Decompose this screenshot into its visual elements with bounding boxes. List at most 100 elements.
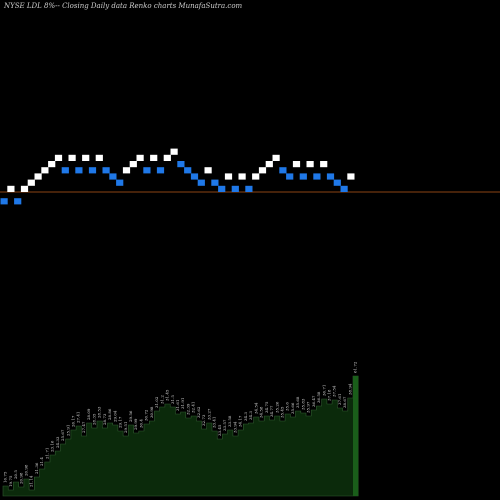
renko-brick	[326, 173, 335, 180]
renko-brick	[197, 179, 205, 186]
renko-brick	[136, 154, 144, 161]
renko-brick	[279, 167, 287, 174]
volume-label: 34.3	[243, 412, 248, 421]
volume-label: 35.66	[290, 402, 295, 414]
volume-label: 27.41	[76, 412, 81, 423]
volume-label: 35.6	[285, 402, 290, 411]
renko-brick	[347, 173, 355, 180]
volume-last-bar	[353, 376, 359, 496]
renko-brick	[204, 167, 212, 174]
renko-brick	[129, 161, 137, 168]
volume-label: 33.45	[217, 424, 222, 436]
volume-label: 33.94	[233, 421, 238, 433]
renko-brick	[102, 167, 110, 174]
volume-label: 31.5	[170, 395, 175, 404]
renko-brick	[333, 179, 341, 186]
renko-brick	[0, 198, 8, 205]
renko-brick	[14, 198, 22, 205]
volume-label: 27.47	[81, 421, 86, 433]
volume-label: 31.45	[165, 389, 170, 401]
renko-brick	[20, 185, 29, 192]
renko-brick	[177, 161, 185, 168]
volume-label: 34.58	[259, 406, 264, 418]
volume-area	[2, 375, 359, 497]
renko-brick	[7, 185, 15, 192]
renko-brick	[272, 154, 280, 161]
renko-brick	[75, 167, 83, 174]
volume-label: 30.98	[149, 406, 154, 418]
volume-label: 33.57	[222, 419, 227, 431]
volume-label: 29.17	[118, 416, 123, 428]
renko-brick	[150, 154, 158, 161]
renko-brick	[27, 179, 35, 186]
renko-brick	[156, 167, 165, 174]
volume-label: 20.98	[24, 464, 29, 476]
volume-label: 33.27	[206, 408, 211, 420]
renko-brick	[258, 167, 267, 174]
chart-header: NYSE LDL 8%-- Closing Daily data Renko c…	[3, 2, 243, 10]
volume-label: 36.58	[316, 391, 321, 403]
renko-brick	[286, 173, 294, 180]
renko-brick	[170, 148, 178, 155]
renko-brick	[41, 167, 49, 174]
volume-label: 29.99	[133, 418, 138, 430]
renko-bricks	[0, 148, 355, 205]
volume-label: 28.53	[97, 406, 102, 418]
volume-label: 34.17	[238, 415, 243, 427]
renko-brick	[184, 167, 192, 174]
volume-label: 25.91	[65, 425, 70, 436]
volume-label: 31.02	[154, 396, 159, 408]
renko-brick	[252, 173, 260, 180]
volume-label: 28.09	[86, 408, 91, 420]
volume-label: 29.51	[123, 422, 128, 433]
renko-brick	[313, 173, 321, 180]
renko-brick	[122, 167, 131, 174]
renko-brick	[143, 167, 151, 174]
volume-label: 38.67	[342, 396, 347, 408]
volume-label: 32.62	[196, 406, 201, 418]
volume-label: 31.61	[175, 400, 180, 411]
renko-brick	[292, 161, 301, 168]
volume-label: 33.58	[227, 415, 232, 427]
renko-brick	[231, 185, 239, 192]
renko-brick	[163, 154, 171, 161]
volume-label: 19.75	[8, 475, 13, 487]
volume-label: 35.68	[295, 396, 300, 408]
volume-label: 21.14	[29, 475, 34, 487]
volume-label: 26.17	[71, 415, 76, 427]
volume-label: 20.98	[18, 472, 23, 484]
renko-brick	[238, 173, 246, 180]
volume-label: 20.5	[13, 470, 18, 479]
volume-label: 29.04	[112, 410, 117, 422]
volume-label: 28.73	[102, 413, 107, 425]
volume-label: 25.67	[60, 429, 65, 441]
volume-label: 21.71	[44, 448, 49, 459]
volume-label: 28.35	[91, 413, 96, 425]
volume-label: 31.2	[159, 395, 164, 404]
volume-label: 29.56	[128, 410, 133, 422]
volume-label: 30.72	[144, 409, 149, 421]
renko-brick	[68, 154, 76, 161]
renko-brick	[88, 167, 97, 174]
volume-label: 37.54	[332, 385, 337, 397]
volume-label: 33.41	[212, 417, 217, 428]
volume-label: 34.3	[248, 411, 253, 420]
renko-brick	[116, 179, 124, 186]
renko-brick	[48, 161, 56, 168]
renko-brick	[211, 179, 219, 186]
volume-label: 30.4	[138, 419, 143, 428]
volume-label: 36.71	[321, 385, 326, 396]
volume-label: 35.26	[274, 401, 279, 413]
volume-label: 34.54	[253, 402, 258, 414]
volume-label: 35.45	[280, 406, 285, 418]
volume-label: 21.4	[39, 457, 44, 466]
volume-label: 61.72	[353, 361, 358, 373]
volume-label: 37.18	[327, 389, 332, 401]
volume-label: 23.16	[50, 440, 55, 452]
renko-brick	[54, 154, 63, 161]
renko-brick	[306, 161, 314, 168]
volume-label: 32.73	[201, 414, 206, 426]
